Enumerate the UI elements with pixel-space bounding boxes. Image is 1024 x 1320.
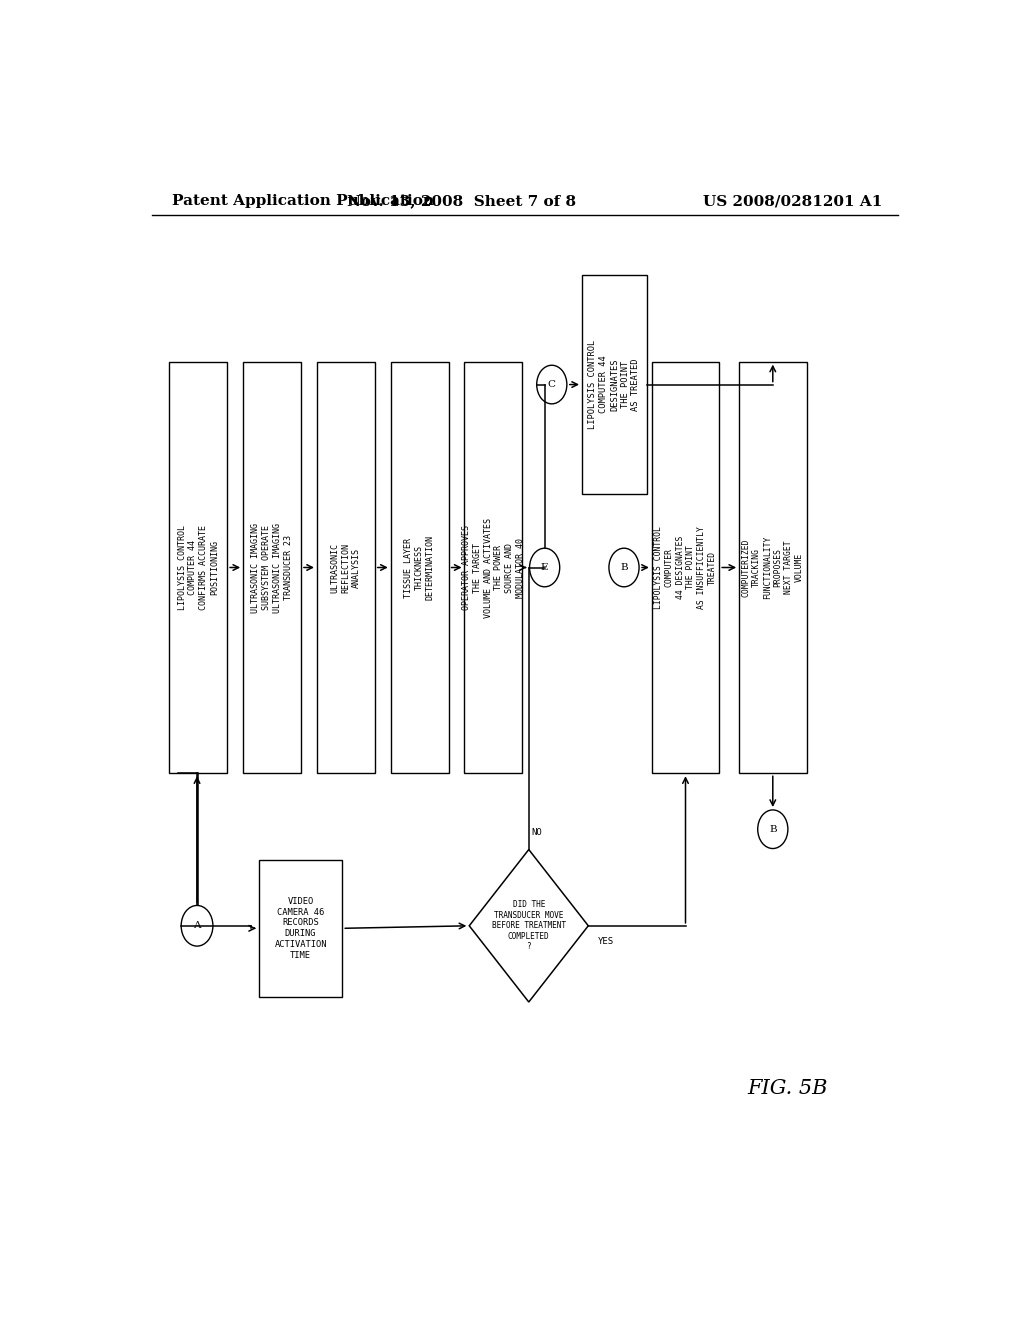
Text: FIG. 5B: FIG. 5B — [748, 1078, 827, 1098]
Text: Nov. 13, 2008  Sheet 7 of 8: Nov. 13, 2008 Sheet 7 of 8 — [347, 194, 575, 209]
Text: E: E — [541, 564, 549, 572]
Text: Patent Application Publication: Patent Application Publication — [172, 194, 433, 209]
Text: LIPOLYSIS CONTROL
COMPUTER
44 DESIGNATES
THE POINT
AS INSUFFICIENTLY
TREATED: LIPOLYSIS CONTROL COMPUTER 44 DESIGNATES… — [654, 527, 717, 609]
Bar — [391, 362, 449, 774]
Text: VIDEO
CAMERA 46
RECORDS
DURING
ACTIVATION
TIME: VIDEO CAMERA 46 RECORDS DURING ACTIVATIO… — [274, 898, 327, 960]
Text: LIPOLYSIS CONTROL
COMPUTER 44
DESIGNATES
THE POINT
AS TREATED: LIPOLYSIS CONTROL COMPUTER 44 DESIGNATES… — [589, 341, 640, 429]
Bar — [169, 362, 227, 774]
Text: COMPUTERIZED
TRACKING
FUNCTIONALITY
PROPOSES
NEXT TARGET
VOLUME: COMPUTERIZED TRACKING FUNCTIONALITY PROP… — [741, 536, 804, 599]
Bar — [316, 362, 375, 774]
Text: C: C — [548, 380, 556, 389]
Text: B: B — [769, 825, 776, 834]
Text: YES: YES — [598, 936, 614, 945]
Text: LIPOLYSIS CONTROL
COMPUTER 44
CONFIRMS ACCURATE
POSITIONING: LIPOLYSIS CONTROL COMPUTER 44 CONFIRMS A… — [177, 525, 219, 610]
Text: A: A — [194, 921, 201, 931]
Bar — [582, 276, 647, 494]
Text: ULTRASONIC
REFLECTION
ANALYSIS: ULTRASONIC REFLECTION ANALYSIS — [331, 543, 361, 593]
Polygon shape — [469, 850, 588, 1002]
Text: US 2008/0281201 A1: US 2008/0281201 A1 — [702, 194, 882, 209]
Bar — [243, 362, 301, 774]
Text: DID THE
TRANSDUCER MOVE
BEFORE TREATMENT
COMPLETED
?: DID THE TRANSDUCER MOVE BEFORE TREATMENT… — [492, 900, 566, 952]
Bar — [652, 362, 719, 774]
Text: NO: NO — [531, 829, 542, 837]
Text: B: B — [621, 564, 628, 572]
Text: OPERATOR APPROVES
THE TARGET
VOLUME AND ACTIVATES
THE POWER
SOURCE AND
MODULATOR: OPERATOR APPROVES THE TARGET VOLUME AND … — [462, 517, 525, 618]
Bar — [739, 362, 807, 774]
Text: TISSUE LAYER
THICKNESS
DETERMINATION: TISSUE LAYER THICKNESS DETERMINATION — [404, 535, 435, 601]
Bar — [465, 362, 522, 774]
Bar — [259, 859, 342, 997]
Text: ULTRASONIC IMAGING
SUBSYSTEM OPERATE
ULTRASONIC IMAGING
TRANSDUCER 23: ULTRASONIC IMAGING SUBSYSTEM OPERATE ULT… — [252, 523, 293, 612]
